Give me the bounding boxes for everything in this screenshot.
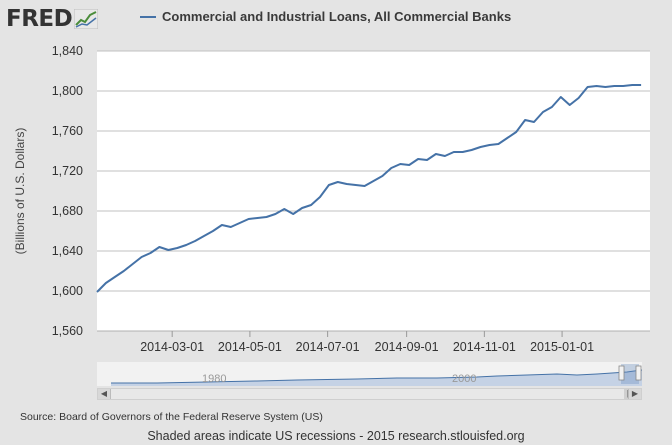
plot-area — [97, 51, 650, 331]
footer-note: Shaded areas indicate US recessions - 20… — [147, 429, 525, 443]
legend-swatch — [140, 15, 156, 18]
y-tick-label: 1,800 — [52, 84, 83, 98]
navigator-label: 2000 — [452, 373, 476, 385]
y-tick-label: 1,720 — [52, 164, 83, 178]
y-tick-label: 1,760 — [52, 124, 83, 138]
x-tick-label: 2014-03-01 — [140, 340, 204, 354]
series-layer — [96, 84, 642, 293]
y-axis-label: (Billions of U.S. Dollars) — [13, 128, 27, 255]
navigator-label: 1980 — [202, 373, 226, 385]
arrow-left-icon[interactable]: ◀ — [98, 389, 111, 399]
source-note: Source: Board of Governors of the Federa… — [20, 411, 323, 423]
x-axis: 2014-03-01 2014-05-01 2014-07-01 2014-09-01… — [97, 330, 650, 354]
x-tick-label: 2014-11-01 — [453, 340, 516, 354]
navigator-handle-left[interactable] — [618, 365, 625, 381]
fred-logo[interactable]: FRED — [6, 4, 99, 34]
chart-title: Commercial and Industrial Loans, All Com… — [162, 9, 512, 24]
logo-text: FRED — [6, 6, 73, 32]
scrollbar[interactable]: ◀ ||| ▶ — [97, 388, 642, 400]
y-tick-label: 1,840 — [52, 44, 83, 58]
x-tick-label: 2015-01-01 — [530, 340, 594, 354]
line-graph-icon — [74, 9, 99, 29]
navigator-handle-right[interactable] — [635, 365, 642, 381]
navigator-series: 1980 2000 — [111, 364, 643, 386]
chart-legend[interactable]: Commercial and Industrial Loans, All Com… — [140, 9, 511, 24]
series-line — [96, 84, 642, 293]
grid-layer — [97, 50, 650, 332]
arrow-right-icon[interactable]: ▶ — [628, 389, 641, 399]
x-tick-label: 2014-09-01 — [375, 340, 439, 354]
navigator-selection — [621, 364, 639, 384]
x-tick-label: 2014-07-01 — [296, 340, 360, 354]
x-tick-label: 2014-05-01 — [218, 340, 282, 354]
y-axis: 1,560 1,600 1,640 1,680 1,720 1,760 1,800 1,840 — [52, 44, 83, 338]
navigator[interactable]: 1980 2000 — [97, 362, 643, 386]
y-tick-label: 1,680 — [52, 204, 83, 218]
y-tick-label: 1,560 — [52, 324, 83, 338]
y-tick-label: 1,640 — [52, 244, 83, 258]
y-tick-label: 1,600 — [52, 284, 83, 298]
